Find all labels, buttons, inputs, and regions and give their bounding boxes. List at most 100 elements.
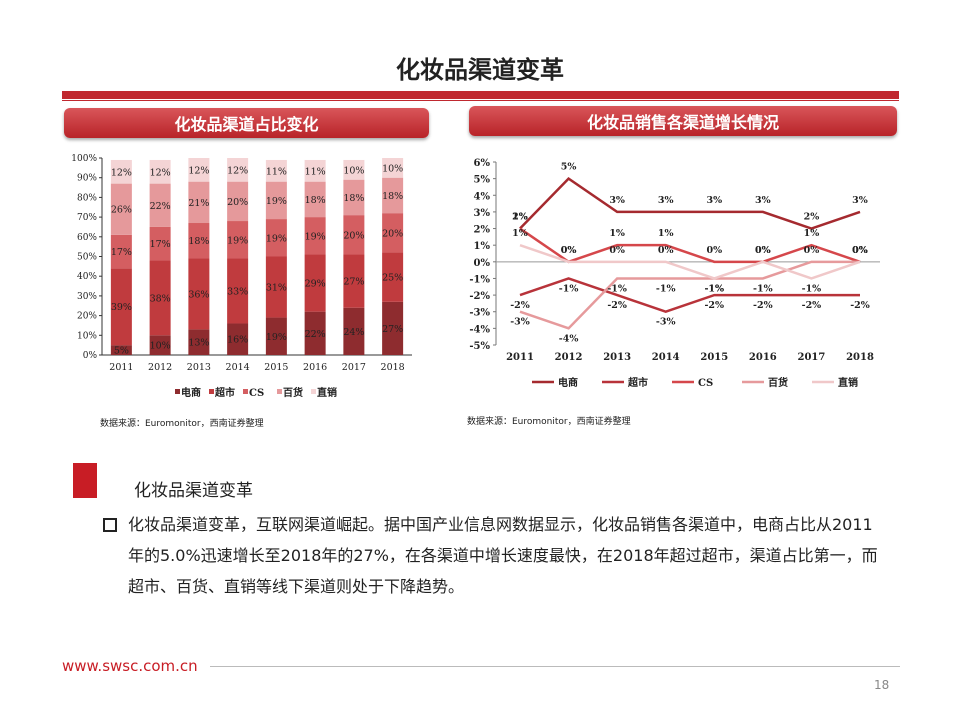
footer-rule (210, 666, 900, 667)
bar-segment (110, 345, 132, 355)
bar-segment (382, 213, 404, 253)
legend-label: 超市 (627, 376, 648, 389)
bar-data-label: 19% (266, 196, 287, 207)
bar-data-label: 27% (343, 277, 364, 288)
series-line (519, 177, 861, 230)
line-data-label: 0% (755, 245, 771, 256)
y-tick-label: 50% (77, 253, 97, 263)
line-data-label: -2% (704, 300, 724, 311)
x-tick-label: 2014 (652, 352, 680, 363)
y-tick-label: 1% (474, 241, 491, 252)
bar-data-label: 12% (150, 167, 171, 178)
bar-segment (343, 254, 365, 308)
bar-data-label: 18% (305, 195, 326, 206)
y-tick-label: -5% (469, 341, 490, 352)
line-data-label: -2% (510, 300, 530, 311)
x-tick-label: 2018 (846, 352, 874, 363)
y-tick-label: 40% (77, 272, 97, 282)
y-tick-label: 30% (77, 292, 97, 302)
line-data-label: -4% (559, 333, 579, 344)
y-tick-label: -3% (469, 308, 490, 319)
legend-label: 电商 (181, 386, 201, 399)
x-tick-label: 2011 (109, 362, 133, 373)
line-data-label: -2% (753, 300, 773, 311)
line-data-label: 0% (804, 245, 820, 256)
series-line (519, 277, 860, 314)
bar-data-label: 12% (227, 165, 248, 176)
bar-data-label: 22% (150, 201, 171, 212)
series-line (519, 243, 861, 280)
line-data-label: -2% (607, 300, 627, 311)
bar-segment (382, 177, 404, 214)
bar-segment (265, 219, 287, 257)
x-tick-label: 2016 (303, 362, 327, 373)
y-tick-label: 80% (77, 193, 97, 203)
bar-segment (149, 335, 171, 355)
y-tick-label: 20% (77, 312, 97, 322)
line-data-label: 0% (658, 245, 674, 256)
bar-data-label: 12% (188, 165, 209, 176)
bar-segment (149, 226, 171, 261)
legend-swatch (175, 389, 180, 394)
line-chart: -5% -4% -3% -2% -1% 0% 1% 2% 3% 4% 5% 6% 2011 2012 201… (469, 158, 880, 389)
section-marker (73, 463, 97, 498)
bar-segment (110, 159, 132, 184)
y-tick-label: 0% (83, 351, 98, 361)
bar-segment (304, 181, 326, 218)
y-tick-label: 6% (474, 158, 491, 169)
bar-data-label: 22% (305, 329, 326, 340)
x-tick-label: 2012 (555, 352, 583, 363)
bar-segment (343, 159, 365, 180)
bar-segment (265, 181, 287, 220)
x-tick-label: 2012 (148, 362, 172, 373)
bar-segment (188, 158, 210, 182)
x-tick-label: 2011 (506, 352, 534, 363)
bar-data-label: 25% (382, 273, 403, 284)
bar-data-label: 11% (266, 166, 287, 177)
bar-data-label: 31% (266, 283, 287, 294)
x-tick-label: 2017 (798, 352, 826, 363)
x-tick-label: 2014 (226, 362, 250, 373)
series-line (519, 227, 861, 264)
bar-segment (110, 268, 132, 346)
line-data-label: -1% (753, 283, 773, 294)
line-data-label: 5% (561, 162, 577, 173)
y-tick-label: 4% (474, 191, 491, 202)
bar-segment (110, 234, 132, 269)
line-data-label: -1% (704, 283, 724, 294)
left-chart-banner: 化妆品渠道占比变化 (64, 108, 429, 138)
line-data-label: -2% (850, 300, 870, 311)
bar-segment (265, 256, 287, 318)
bullet-square-icon (103, 518, 117, 532)
line-data-label: -2% (802, 300, 822, 311)
line-data-label: 3% (609, 195, 625, 206)
line-data-label: -3% (510, 317, 530, 328)
bar-segment (188, 329, 210, 355)
bar-segment (304, 159, 326, 182)
bar-data-label: 18% (343, 193, 364, 204)
line-data-label: -1% (802, 283, 822, 294)
right-chart-source: 数据来源：Euromonitor，西南证券整理 (467, 417, 631, 427)
bar-data-label: 20% (227, 197, 248, 208)
y-tick-label: 10% (77, 331, 97, 341)
line-data-label: 1% (512, 212, 528, 223)
y-tick-label: 2% (474, 225, 491, 236)
bar-segment (227, 258, 249, 324)
bar-data-label: 18% (188, 236, 209, 247)
bar-data-label: 20% (382, 228, 403, 239)
line-data-label: 1% (804, 228, 820, 239)
line-data-label: -1% (656, 283, 676, 294)
bar-segment (343, 215, 365, 255)
line-data-label: 0% (609, 245, 625, 256)
bar-data-label: 21% (188, 198, 209, 209)
bar-segment (343, 307, 365, 355)
bar-segment (304, 254, 326, 312)
legend-label: 超市 (214, 386, 235, 399)
bar-data-label: 18% (382, 191, 403, 202)
bar-data-label: 19% (227, 235, 248, 246)
footer-url[interactable]: www.swsc.com.cn (62, 657, 198, 675)
bar-data-label: 24% (343, 327, 364, 338)
bar-data-label: 36% (188, 289, 209, 300)
line-data-label: -3% (656, 317, 676, 328)
bar-data-label: 17% (150, 239, 171, 250)
